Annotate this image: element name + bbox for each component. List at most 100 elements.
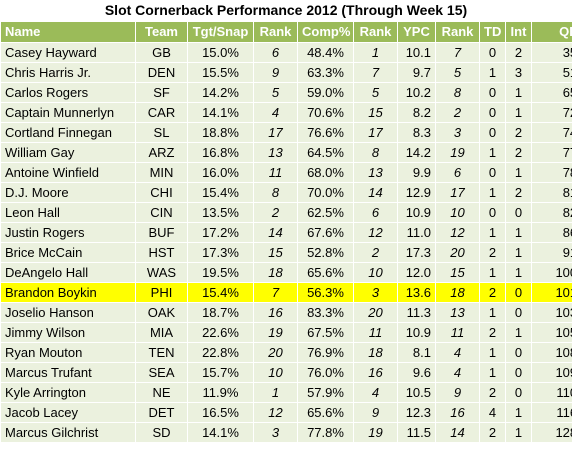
cell-td: 1 <box>479 182 506 203</box>
cell-tgt-snap: 22.8% <box>187 342 254 363</box>
cell-team: WAS <box>135 262 188 283</box>
cell-tgt-snap: 16.8% <box>187 142 254 163</box>
cell-rank-comp: 15 <box>353 102 398 123</box>
cell-rank-tgt: 20 <box>253 342 298 363</box>
cell-rank-comp: 9 <box>353 402 398 423</box>
cell-td: 1 <box>479 362 506 383</box>
table-row: Marcus TrufantSEA15.7%1076.0%169.6410109… <box>0 362 572 383</box>
cell-team: GB <box>135 42 188 63</box>
cell-rank-tgt: 16 <box>253 302 298 323</box>
cell-rank-tgt: 17 <box>253 122 298 143</box>
cell-td: 2 <box>479 382 506 403</box>
cell-team: SF <box>135 82 188 103</box>
cell-ypc: 13.6 <box>397 282 436 303</box>
cell-int: 1 <box>505 162 532 183</box>
cell-rank-ypc: 5 <box>435 62 480 83</box>
cell-rank-ypc: 13 <box>435 302 480 323</box>
cell-tgt-snap: 13.5% <box>187 202 254 223</box>
cell-qbr: 116.9 <box>531 402 572 423</box>
cell-rank-comp: 18 <box>353 342 398 363</box>
header-row: Name Team Tgt/Snap Rank Comp% Rank YPC R… <box>0 21 572 43</box>
header-rank-comp: Rank <box>353 21 398 43</box>
table-row: Jimmy WilsonMIA22.6%1967.5%1110.91121105… <box>0 322 572 343</box>
cell-name: Marcus Trufant <box>0 362 136 383</box>
cell-qbr: 109.3 <box>531 362 572 383</box>
cell-rank-comp: 12 <box>353 222 398 243</box>
cell-ypc: 8.3 <box>397 122 436 143</box>
cell-rank-tgt: 1 <box>253 382 298 403</box>
cell-rank-tgt: 2 <box>253 202 298 223</box>
cell-name: Brice McCain <box>0 242 136 263</box>
cell-rank-comp: 11 <box>353 322 398 343</box>
header-rank-ypc: Rank <box>435 21 480 43</box>
cell-td: 1 <box>479 62 506 83</box>
cell-rank-comp: 2 <box>353 242 398 263</box>
cell-team: NE <box>135 382 188 403</box>
cell-int: 1 <box>505 322 532 343</box>
cell-int: 0 <box>505 302 532 323</box>
cell-ypc: 9.9 <box>397 162 436 183</box>
cell-team: CHI <box>135 182 188 203</box>
cell-tgt-snap: 18.7% <box>187 302 254 323</box>
cell-td: 1 <box>479 262 506 283</box>
cell-comp-pct: 56.3% <box>297 282 354 303</box>
cell-name: William Gay <box>0 142 136 163</box>
cell-qbr: 91.1 <box>531 242 572 263</box>
cell-tgt-snap: 17.3% <box>187 242 254 263</box>
cell-comp-pct: 67.5% <box>297 322 354 343</box>
cell-name: Leon Hall <box>0 202 136 223</box>
cell-ypc: 10.9 <box>397 202 436 223</box>
cell-team: BUF <box>135 222 188 243</box>
cell-rank-tgt: 15 <box>253 242 298 263</box>
cell-rank-ypc: 3 <box>435 122 480 143</box>
cell-tgt-snap: 16.0% <box>187 162 254 183</box>
cell-tgt-snap: 14.1% <box>187 422 254 443</box>
cell-team: DEN <box>135 62 188 83</box>
cell-tgt-snap: 14.1% <box>187 102 254 123</box>
cell-rank-tgt: 11 <box>253 162 298 183</box>
cell-rank-comp: 7 <box>353 62 398 83</box>
cell-name: Antoine Winfield <box>0 162 136 183</box>
cell-int: 0 <box>505 362 532 383</box>
cell-qbr: 103.6 <box>531 302 572 323</box>
cell-ypc: 10.1 <box>397 42 436 63</box>
cell-comp-pct: 65.6% <box>297 402 354 423</box>
cell-team: OAK <box>135 302 188 323</box>
cell-tgt-snap: 18.8% <box>187 122 254 143</box>
cell-qbr: 108.2 <box>531 342 572 363</box>
cell-comp-pct: 63.3% <box>297 62 354 83</box>
cell-team: CAR <box>135 102 188 123</box>
table-row: Antoine Winfield MIN 16.0% 11 68.0% 13 9.9 6 0 1 7… <box>0 162 572 183</box>
cell-ypc: 10.5 <box>397 382 436 403</box>
cell-tgt-snap: 14.2% <box>187 82 254 103</box>
cell-rank-comp: 14 <box>353 182 398 203</box>
cell-team: ARZ <box>135 142 188 163</box>
cell-tgt-snap: 15.0% <box>187 42 254 63</box>
cell-team: TEN <box>135 342 188 363</box>
cell-rank-comp: 17 <box>353 122 398 143</box>
cell-rank-ypc: 4 <box>435 362 480 383</box>
cell-int: 1 <box>505 262 532 283</box>
cell-rank-ypc: 4 <box>435 342 480 363</box>
cell-qbr: 105.7 <box>531 322 572 343</box>
cell-rank-ypc: 16 <box>435 402 480 423</box>
cell-rank-ypc: 18 <box>435 282 480 303</box>
cell-name: Kyle Arrington <box>0 382 136 403</box>
cell-rank-ypc: 19 <box>435 142 480 163</box>
cell-tgt-snap: 16.5% <box>187 402 254 423</box>
cell-rank-ypc: 9 <box>435 382 480 403</box>
header-tgt-snap: Tgt/Snap <box>187 21 254 43</box>
cell-team: SEA <box>135 362 188 383</box>
cell-rank-tgt: 18 <box>253 262 298 283</box>
cell-comp-pct: 68.0% <box>297 162 354 183</box>
cell-name: Cortland Finnegan <box>0 122 136 143</box>
cell-comp-pct: 64.5% <box>297 142 354 163</box>
cell-td: 0 <box>479 162 506 183</box>
cell-comp-pct: 57.9% <box>297 382 354 403</box>
cell-tgt-snap: 17.2% <box>187 222 254 243</box>
cell-td: 4 <box>479 402 506 423</box>
cell-rank-comp: 5 <box>353 82 398 103</box>
